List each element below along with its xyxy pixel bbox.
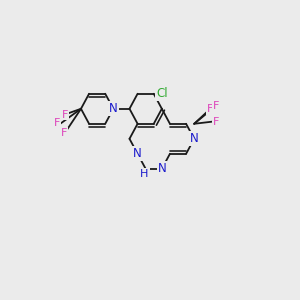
Text: H: H [140, 169, 149, 179]
Text: F: F [61, 110, 68, 119]
Text: N: N [109, 102, 118, 115]
Text: N: N [158, 162, 166, 175]
Text: N: N [190, 132, 199, 145]
Text: F: F [213, 117, 219, 127]
Text: F: F [213, 101, 219, 112]
Text: N: N [133, 147, 142, 160]
Text: F: F [61, 128, 67, 138]
Text: F: F [54, 118, 60, 128]
Text: Cl: Cl [156, 87, 168, 100]
Text: F: F [207, 104, 214, 114]
